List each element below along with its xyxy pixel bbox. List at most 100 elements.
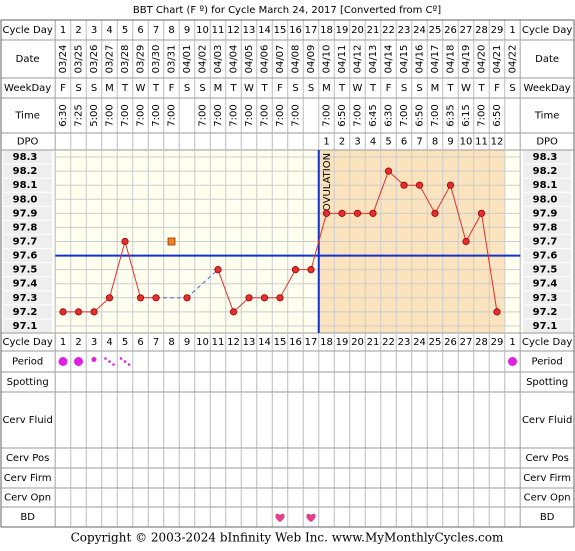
weekday: T <box>369 83 377 94</box>
time: 7:00 <box>198 104 209 126</box>
cycle-day: 17 <box>305 337 318 348</box>
row-label: Period <box>532 357 563 368</box>
time: 6:15 <box>461 104 472 126</box>
date: 04/19 <box>461 45 472 74</box>
row-label: Period <box>12 357 43 368</box>
y-tick-label: 98.1 <box>533 180 558 191</box>
time: 6:50 <box>415 104 426 126</box>
cycle-day: 24 <box>413 25 426 36</box>
cycle-day: 2 <box>75 25 81 36</box>
time: 7:00 <box>244 104 255 126</box>
weekday: T <box>229 83 237 94</box>
bd-heart <box>306 513 316 522</box>
weekday: M <box>322 83 331 94</box>
y-tick-label: 97.4 <box>13 279 38 290</box>
weekday: M <box>431 83 440 94</box>
time: 7:00 <box>167 104 178 126</box>
time: 7:00 <box>105 104 116 126</box>
cycle-day: 22 <box>382 337 395 348</box>
y-tick-label: 97.5 <box>13 265 38 276</box>
row-label: Cerv Firm <box>523 473 571 484</box>
date: 03/29 <box>136 45 147 74</box>
weekday: S <box>184 83 190 94</box>
cycle-day: 8 <box>168 25 174 36</box>
weekday: F <box>386 83 392 94</box>
cycle-day: 24 <box>413 337 426 348</box>
weekday: W <box>244 83 254 94</box>
temp-point <box>415 181 424 189</box>
temp-point <box>477 209 486 217</box>
bd-heart <box>275 513 285 522</box>
date: 04/02 <box>198 45 209 74</box>
time: 7:00 <box>213 104 224 126</box>
date: 04/08 <box>291 45 302 74</box>
tick-cell <box>3 305 53 319</box>
time: 6:35 <box>446 104 457 126</box>
tick-cell <box>523 263 571 277</box>
dpo: 3 <box>354 137 360 148</box>
temp-point <box>121 237 129 246</box>
temp-point <box>307 266 315 274</box>
cycle-day: 20 <box>351 337 364 348</box>
row-label: WeekDay <box>524 83 571 94</box>
cycle-day: 11 <box>212 25 225 36</box>
date: 04/15 <box>399 45 410 74</box>
cycle-day: 4 <box>106 25 112 36</box>
cycle-day: 5 <box>122 25 128 36</box>
tick-cell <box>3 235 53 248</box>
dpo: 4 <box>370 137 376 148</box>
y-tick-label: 98.0 <box>13 194 38 205</box>
weekday: W <box>353 83 363 94</box>
tick-cell <box>3 206 53 220</box>
cycle-day: 13 <box>243 337 256 348</box>
time: 7:00 <box>477 104 488 126</box>
tick-cell <box>523 235 571 248</box>
date: 03/27 <box>105 45 116 74</box>
tick-cell <box>523 150 571 164</box>
row-label-cell <box>519 391 575 449</box>
cycle-day: 16 <box>289 25 302 36</box>
tick-cell <box>3 319 53 333</box>
cycle-day: 29 <box>491 25 504 36</box>
row-label: Cerv Pos <box>525 453 568 464</box>
row-label: Cerv Opn <box>4 493 51 504</box>
time: 7:00 <box>151 104 162 126</box>
temp-point <box>214 266 222 274</box>
weekday: W <box>461 83 471 94</box>
temp-point <box>338 209 346 217</box>
date: 04/21 <box>492 45 503 74</box>
time: 6:30 <box>384 104 395 126</box>
cycle-day: 5 <box>122 337 128 348</box>
tick-cell <box>523 305 571 319</box>
dpo: 12 <box>491 137 504 148</box>
row-label: Spotting <box>526 377 568 388</box>
y-tick-label: 97.9 <box>13 208 38 219</box>
date: 04/16 <box>415 45 426 74</box>
temp-point <box>229 308 238 316</box>
cycle-day: 9 <box>184 25 190 36</box>
time: 6:50 <box>492 104 503 126</box>
cycle-day: 9 <box>184 337 190 348</box>
tick-cell <box>523 277 571 291</box>
cycle-day: 23 <box>398 337 411 348</box>
row-label: Cycle Day <box>2 25 52 36</box>
cycle-day: 25 <box>429 337 442 348</box>
cycle-day: 11 <box>212 337 225 348</box>
cycle-day: 10 <box>196 25 209 36</box>
y-tick-label: 97.1 <box>533 321 558 332</box>
date: 04/04 <box>229 45 240 74</box>
period-mark <box>508 357 517 366</box>
row-label: Cerv Firm <box>4 473 52 484</box>
row-label-cell <box>519 97 575 134</box>
row-label: Date <box>535 54 559 65</box>
weekday: T <box>338 83 346 94</box>
ovulation-label: OVULATION <box>322 153 333 211</box>
cycle-day: 7 <box>153 25 159 36</box>
cycle-day: 27 <box>460 337 473 348</box>
cycle-day: 2 <box>75 337 81 348</box>
time: 7:00 <box>136 104 147 126</box>
cycle-day: 18 <box>320 337 333 348</box>
row-label: Cycle Day <box>2 337 52 348</box>
cycle-day: 1 <box>60 25 66 36</box>
row-label: Cerv Fluid <box>522 415 572 426</box>
